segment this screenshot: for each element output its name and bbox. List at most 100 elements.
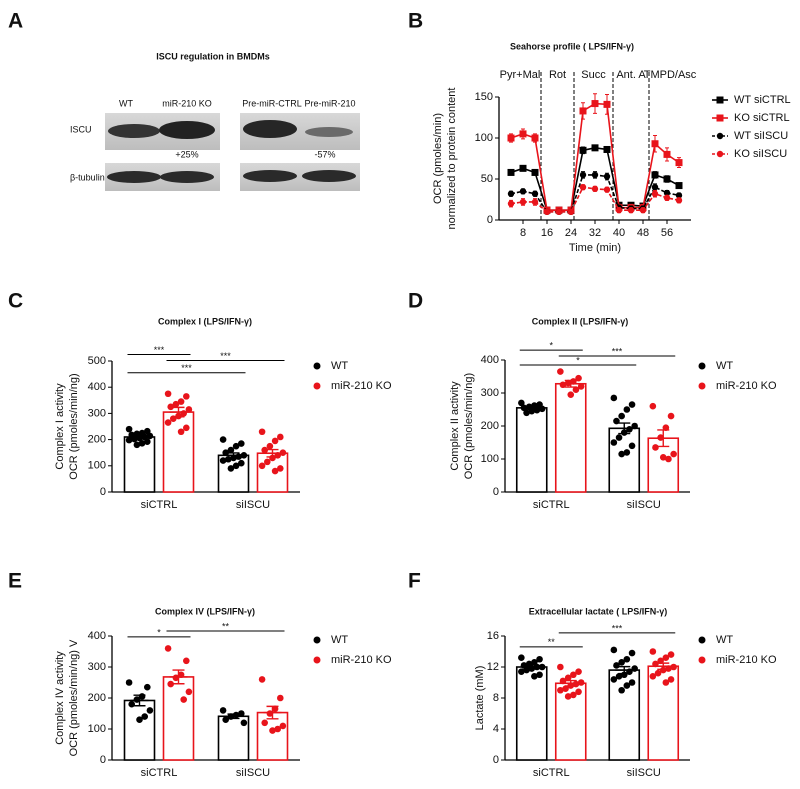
- data-point: [623, 682, 631, 689]
- data-point: [575, 688, 582, 696]
- lane-label: miR-210 KO: [162, 98, 212, 108]
- phase-label: Rot: [549, 69, 566, 81]
- legend-marker: [698, 382, 706, 390]
- legend-label: miR-210 KO: [331, 654, 392, 666]
- significance-label: *: [576, 355, 580, 365]
- data-point: [261, 719, 269, 727]
- y-tick-label: 0: [493, 486, 499, 498]
- marker: [603, 145, 611, 153]
- marker: [531, 190, 539, 197]
- data-point: [164, 419, 172, 426]
- data-point: [164, 390, 172, 398]
- marker: [639, 206, 647, 214]
- legend-marker: [698, 636, 706, 644]
- data-point: [144, 438, 151, 445]
- panel-letter: B: [408, 10, 423, 33]
- marker: [531, 198, 539, 206]
- y-tick-label: 300: [481, 387, 499, 399]
- data-point: [279, 449, 287, 457]
- blot-band: [160, 171, 214, 183]
- legend-label: KO siCTRL: [734, 112, 790, 124]
- legend-label: WT siISCU: [734, 130, 788, 142]
- y-axis-label: Lactate (mM): [474, 666, 486, 731]
- x-tick-label: 16: [541, 227, 553, 239]
- data-point: [572, 386, 580, 394]
- data-point: [628, 679, 636, 686]
- data-point: [264, 458, 271, 466]
- data-point: [623, 449, 631, 456]
- data-point: [172, 674, 180, 682]
- x-tick-label: siISCU: [236, 767, 270, 779]
- marker: [651, 184, 659, 191]
- data-point: [667, 412, 675, 420]
- marker: [591, 100, 599, 108]
- data-point: [557, 368, 564, 375]
- marker: [579, 146, 587, 154]
- data-point: [518, 399, 525, 407]
- significance-label: *: [157, 627, 161, 637]
- error-bar: [263, 705, 282, 720]
- data-point: [238, 459, 245, 467]
- y-tick-label: 8: [493, 692, 499, 704]
- data-point: [538, 663, 546, 671]
- legend-label: WT: [716, 634, 733, 646]
- significance-label: ***: [154, 345, 165, 355]
- y-tick-label: 12: [487, 661, 499, 673]
- bar: [608, 427, 641, 493]
- panel-title: Complex II (LPS/IFN-γ): [532, 316, 629, 326]
- significance-label: ***: [181, 363, 192, 373]
- data-point: [659, 666, 667, 674]
- error-bar: [169, 669, 188, 685]
- legend-marker: [313, 656, 321, 664]
- blot-band: [243, 170, 297, 182]
- data-point: [261, 446, 269, 454]
- panel-title: Seahorse profile ( LPS/IFN-γ): [510, 41, 634, 51]
- data-point: [180, 696, 187, 703]
- data-point: [238, 710, 245, 717]
- phase-label: TMPD/Asc: [644, 69, 697, 81]
- marker: [519, 188, 527, 195]
- marker: [675, 197, 683, 204]
- data-point: [618, 412, 625, 420]
- data-point: [564, 693, 572, 700]
- data-point: [570, 691, 577, 699]
- y-tick-label: 100: [88, 460, 106, 472]
- data-point: [240, 452, 248, 459]
- marker: [603, 100, 611, 108]
- marker: [591, 171, 599, 179]
- x-tick-label: 40: [613, 227, 625, 239]
- panel-letter: E: [8, 570, 22, 593]
- data-point: [232, 442, 240, 450]
- change-label: -57%: [314, 149, 335, 159]
- x-tick-label: 56: [661, 227, 673, 239]
- data-point: [128, 700, 135, 708]
- panel-title: Complex I (LPS/IFN-γ): [158, 316, 252, 326]
- blot-band: [108, 124, 160, 138]
- bar: [554, 382, 587, 493]
- data-point: [618, 659, 625, 666]
- marker: [651, 140, 659, 148]
- data-point: [167, 403, 174, 411]
- x-tick-label: siCTRL: [533, 767, 570, 779]
- data-point: [266, 442, 274, 450]
- data-point: [125, 436, 133, 444]
- y-tick-label: 200: [88, 434, 106, 446]
- data-point: [610, 676, 618, 683]
- x-tick-label: siISCU: [627, 767, 661, 779]
- y-tick-label: 100: [475, 132, 493, 144]
- significance-label: **: [548, 637, 556, 647]
- y-axis-label: OCR (pmoles/min): [432, 113, 444, 204]
- y-tick-label: 4: [493, 723, 499, 735]
- blot-band: [302, 170, 356, 182]
- y-tick-label: 100: [481, 453, 499, 465]
- data-point: [562, 685, 569, 692]
- data-point: [258, 462, 266, 470]
- error-bar: [561, 379, 580, 388]
- y-tick-label: 400: [481, 354, 499, 366]
- y-tick-label: 200: [88, 692, 106, 704]
- marker: [716, 132, 724, 140]
- data-point: [577, 383, 585, 390]
- y-tick-label: 500: [88, 355, 106, 367]
- marker: [663, 194, 671, 202]
